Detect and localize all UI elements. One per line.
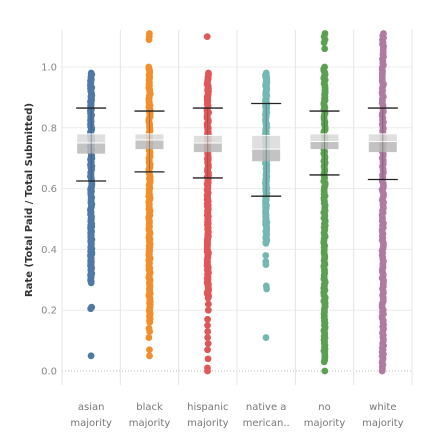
data-point-outlier: [262, 334, 270, 341]
x-category-label-1-line1: black: [136, 402, 163, 413]
data-point: [321, 63, 329, 71]
boxplot-series-4: [309, 110, 340, 176]
x-category-label-0-line1: asian: [78, 402, 105, 413]
data-point-outlier: [88, 303, 96, 311]
boxplot-series-1: [134, 110, 165, 173]
x-category-label-3-line1: native a: [246, 402, 287, 413]
points-series-4: [320, 30, 329, 375]
data-point-outlier: [204, 306, 212, 314]
points-series-2: [203, 33, 212, 375]
x-category-label-1-line2: majority: [129, 418, 171, 429]
data-point: [205, 69, 212, 77]
x-category-label-5-line1: white: [369, 402, 396, 413]
data-point-outlier: [146, 346, 153, 354]
y-tick-label-2: 0.4: [41, 245, 57, 256]
data-point-outlier: [204, 346, 211, 354]
data-point-outlier: [204, 328, 212, 335]
data-point: [262, 69, 270, 77]
box-plots: [76, 102, 398, 197]
boxplot-series-0: [76, 107, 107, 182]
boxplot-series-5: [367, 107, 398, 181]
data-point-outlier: [145, 325, 153, 332]
data-point-outlier: [146, 352, 153, 360]
data-point: [380, 30, 387, 37]
data-point-outlier: [321, 367, 329, 375]
data-point-outlier: [321, 30, 329, 37]
x-category-label-3-line2: merican..: [243, 418, 290, 429]
data-point-outlier: [204, 340, 212, 348]
x-category-label-0-line2: majority: [70, 418, 112, 429]
data-point-outlier: [146, 30, 153, 37]
y-tick-label-4: 0.8: [41, 123, 57, 134]
data-point: [87, 69, 95, 77]
y-tick-label-1: 0.2: [41, 306, 57, 317]
data-point-outlier: [262, 282, 270, 290]
data-point: [145, 63, 153, 71]
x-category-label-4-line2: majority: [304, 418, 346, 429]
y-tick-label-5: 1.0: [41, 63, 57, 74]
x-category-label-2-line1: hispanic: [187, 402, 228, 413]
column-dividers: [61, 30, 413, 385]
x-category-label-2-line2: majority: [187, 418, 229, 429]
data-point-outlier: [204, 322, 211, 329]
y-tick-labels: 0.0 0.2 0.4 0.6 0.8 1.0: [41, 63, 57, 378]
data-point-outlier: [87, 352, 95, 360]
data-point-outlier: [204, 334, 212, 341]
data-point-outlier: [204, 355, 212, 363]
data-point-outlier: [204, 315, 212, 323]
data-point-outlier: [203, 33, 211, 40]
data-point-outlier: [262, 258, 270, 265]
data-point-outlier: [204, 300, 212, 308]
y-tick-label-3: 0.6: [41, 184, 57, 195]
points-series-5: [378, 30, 387, 375]
x-category-label-4-line1: no: [318, 402, 330, 413]
boxplot-series-2: [192, 107, 223, 179]
points-series-3: [262, 69, 271, 341]
x-category-labels: asian majority black majority hispanic majori…: [70, 402, 403, 429]
data-point-outlier: [262, 252, 270, 259]
data-point-outlier: [204, 364, 211, 372]
y-tick-label-0: 0.0: [41, 367, 57, 378]
data-point-outlier: [145, 334, 153, 341]
data-point-outlier: [321, 45, 329, 53]
points-series-1: [145, 30, 154, 360]
x-category-label-5-line2: majority: [362, 418, 404, 429]
boxplot-series-3: [251, 102, 282, 197]
y-axis-label: Rate (Total Paid / Total Submitted): [24, 103, 35, 297]
